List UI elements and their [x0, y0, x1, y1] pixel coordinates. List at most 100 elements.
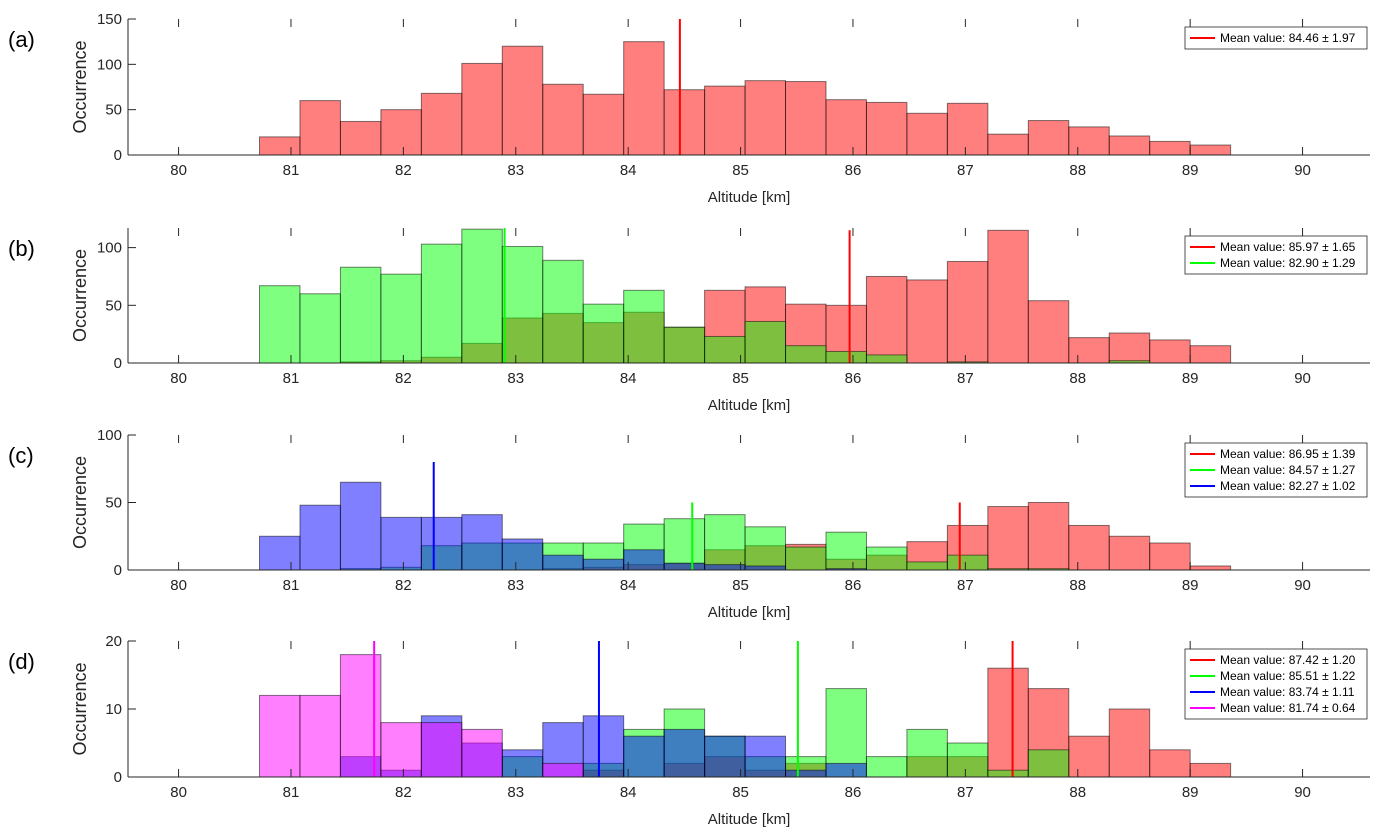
x-axis-title: Altitude [km]	[708, 189, 791, 206]
y-tick-label: 20	[105, 633, 122, 650]
histogram-bar	[785, 546, 827, 571]
histogram-bar	[501, 749, 544, 778]
histogram-bar	[380, 516, 422, 571]
histogram-bar	[1068, 126, 1110, 156]
histogram-bar	[542, 83, 584, 156]
x-tick-label: 81	[283, 784, 300, 801]
y-axis-title: Occurrence	[70, 40, 90, 133]
histogram-bar	[582, 558, 625, 571]
x-tick-label: 85	[732, 577, 749, 594]
x-tick-label: 82	[395, 577, 412, 594]
histogram-bar	[1149, 542, 1191, 571]
histogram-bar	[582, 303, 625, 364]
x-tick-label: 86	[845, 162, 862, 179]
y-tick-label: 100	[97, 240, 122, 257]
histogram-bar	[744, 735, 787, 778]
histogram-bar	[1068, 735, 1110, 778]
x-tick-label: 88	[1069, 784, 1086, 801]
y-tick-label: 10	[105, 701, 122, 718]
histogram-bar	[987, 506, 1029, 571]
y-axis-title: Occurrence	[70, 456, 90, 549]
legend-entry: Mean value: 84.57 ± 1.27	[1220, 463, 1356, 477]
x-tick-label: 88	[1069, 162, 1086, 179]
panel-label: (c)	[8, 443, 34, 468]
histogram-bar	[259, 136, 301, 156]
y-tick-label: 50	[105, 495, 122, 512]
x-tick-label: 83	[507, 784, 524, 801]
histogram-bar	[1189, 762, 1232, 778]
panel-a: 80 81 82 83 84 85 86 87 88 89 90 0 50 100 150 Altitude …	[8, 11, 1370, 206]
legend-entry: Mean value: 83.74 ± 1.11	[1220, 685, 1355, 699]
legend-entry: Mean value: 81.74 ± 0.64	[1220, 701, 1356, 715]
histogram-bar	[825, 99, 867, 156]
legend-entry: Mean value: 86.95 ± 1.39	[1220, 447, 1356, 461]
legend: Mean value: 87.42 ± 1.20 Mean value: 85.5…	[1184, 648, 1368, 720]
histogram-bar	[1027, 300, 1070, 364]
x-tick-label: 81	[283, 370, 300, 387]
histogram-bar	[663, 326, 706, 364]
histogram-bar	[744, 526, 787, 571]
histogram-bar	[1149, 339, 1191, 364]
histogram-bar	[865, 354, 908, 364]
histogram-bar	[542, 554, 584, 571]
y-tick-label: 50	[105, 297, 122, 314]
histogram-bar	[1108, 332, 1151, 364]
histogram-bar	[380, 273, 422, 364]
histogram-bar	[501, 245, 544, 364]
histogram-bar	[380, 109, 422, 156]
histogram-bar	[299, 504, 341, 571]
x-tick-label: 85	[732, 370, 749, 387]
panel-c: 80 81 82 83 84 85 86 87 88 89 90 0 50 100 Altitude [km…	[8, 427, 1370, 621]
panel-label: (d)	[8, 649, 35, 674]
x-tick-label: 86	[845, 370, 862, 387]
x-tick-label: 83	[507, 577, 524, 594]
legend-entry: Mean value: 87.42 ± 1.20	[1220, 653, 1356, 667]
histogram-bar	[542, 259, 584, 364]
histogram-bar	[582, 93, 625, 156]
x-tick-label: 84	[620, 577, 637, 594]
histogram-bar	[1189, 565, 1232, 571]
histogram-bar	[501, 538, 544, 571]
histogram-bar	[865, 756, 908, 778]
histogram-bar	[825, 350, 867, 364]
histogram-bar	[865, 546, 908, 571]
histogram-bar	[825, 531, 867, 571]
histogram-bar	[1108, 708, 1151, 778]
histogram-bar	[987, 229, 1029, 364]
x-tick-label: 82	[395, 784, 412, 801]
y-tick-label: 0	[114, 147, 122, 164]
histogram-bar	[663, 562, 706, 571]
x-tick-label: 87	[957, 577, 974, 594]
x-tick-label: 90	[1294, 577, 1311, 594]
histogram-bar	[299, 694, 341, 778]
histogram-bar	[420, 92, 463, 156]
histogram-bar	[825, 762, 867, 778]
x-tick-label: 87	[957, 162, 974, 179]
histogram-bar	[259, 535, 301, 571]
histogram-bar	[906, 561, 948, 571]
histogram-bar	[906, 112, 948, 156]
y-tick-label: 0	[114, 355, 122, 372]
histogram-bar	[1027, 749, 1070, 778]
panel-label: (a)	[8, 27, 35, 52]
x-tick-label: 80	[170, 577, 187, 594]
histogram-bar	[623, 549, 665, 571]
histogram-bar	[663, 728, 706, 778]
histogram-bar	[663, 89, 706, 156]
y-tick-label: 100	[97, 427, 122, 444]
histogram-bar	[865, 275, 908, 364]
histogram-bar	[501, 45, 544, 156]
x-tick-label: 84	[620, 162, 637, 179]
x-tick-label: 83	[507, 162, 524, 179]
x-axis-title: Altitude [km]	[708, 397, 791, 414]
histogram-bar	[663, 518, 706, 571]
x-tick-label: 86	[845, 784, 862, 801]
histogram-bar	[946, 742, 989, 778]
histogram-bar	[339, 120, 382, 156]
histogram-bar	[299, 100, 341, 156]
legend: Mean value: 85.97 ± 1.65 Mean value: 82.9…	[1184, 235, 1368, 275]
histogram-bar	[1108, 535, 1151, 571]
x-tick-label: 83	[507, 370, 524, 387]
histogram-bar	[582, 715, 625, 778]
